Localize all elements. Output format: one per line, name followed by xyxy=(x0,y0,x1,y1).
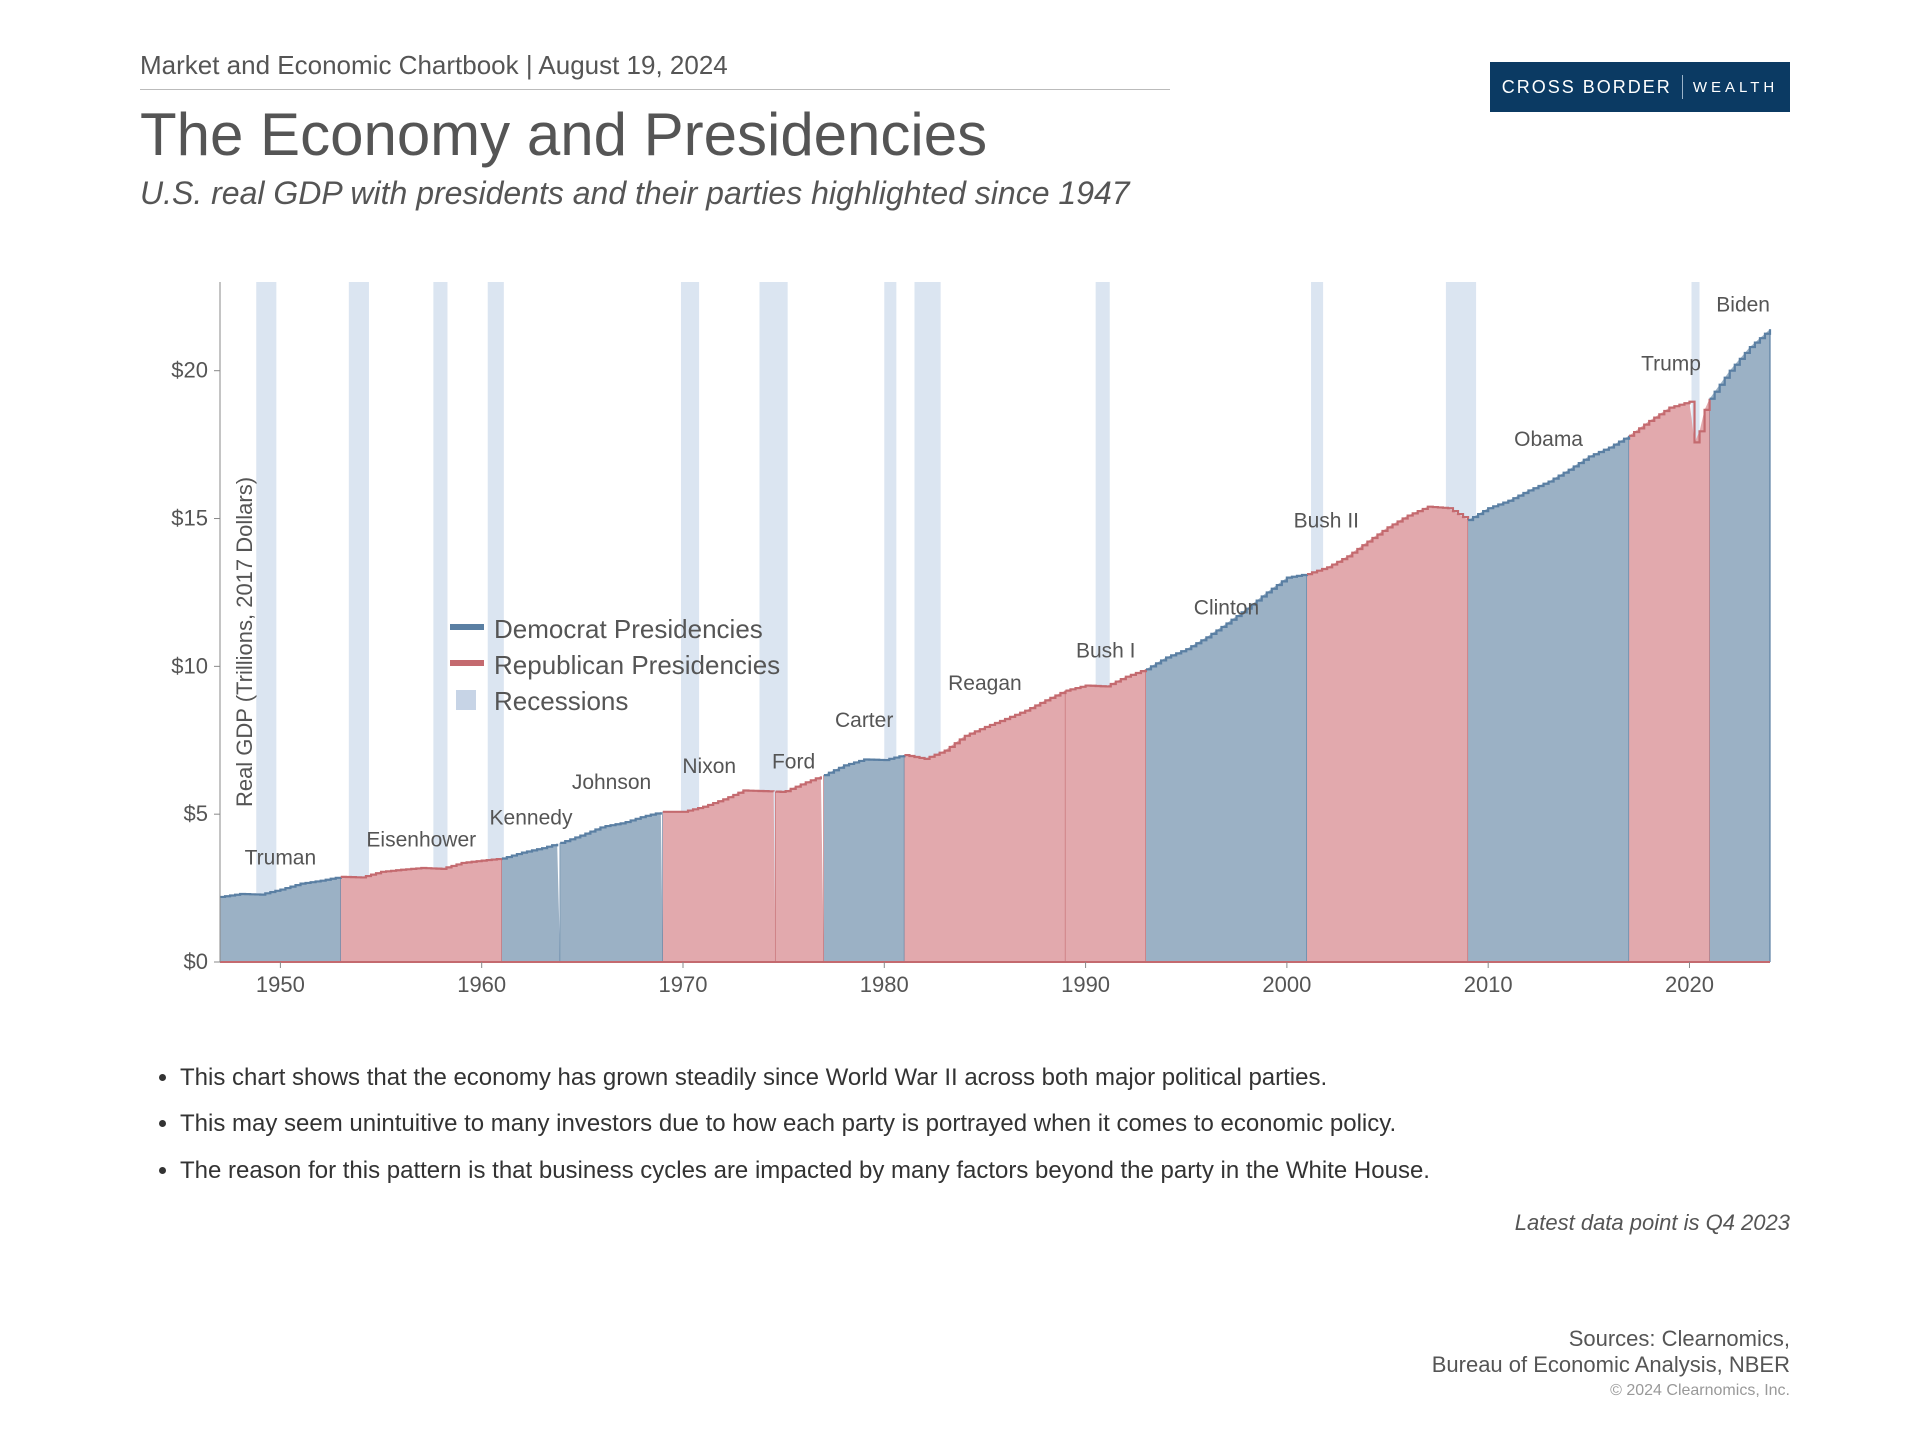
gdp-area xyxy=(824,755,905,962)
sources-text: Sources: Clearnomics,Bureau of Economic … xyxy=(1432,1326,1790,1377)
legend-label: Democrat Presidencies xyxy=(494,614,763,644)
y-tick-label: $20 xyxy=(171,358,208,383)
footer-block: Latest data point is Q4 2023 Sources: Cl… xyxy=(1432,1210,1790,1400)
bullet-list: This chart shows that the economy has gr… xyxy=(140,1062,1430,1187)
gdp-chart: Real GDP (Trillions, 2017 Dollars) $0$5$… xyxy=(140,262,1790,1022)
gdp-area xyxy=(1468,436,1629,962)
president-label: Nixon xyxy=(682,755,736,778)
president-label: Reagan xyxy=(948,672,1022,695)
legend-swatch xyxy=(450,624,484,630)
gdp-area xyxy=(502,844,560,962)
president-label: Eisenhower xyxy=(366,829,476,852)
gdp-area xyxy=(1307,507,1468,962)
x-tick-label: 1970 xyxy=(659,972,708,997)
president-label: Biden xyxy=(1716,294,1770,317)
chart-svg: $0 $5 $10 $15 $20 1950 1960 1970 1980 1990 2000 201… xyxy=(140,262,1780,1022)
president-label: Bush II xyxy=(1294,509,1359,532)
president-label: Obama xyxy=(1514,428,1583,451)
president-label: Clinton xyxy=(1194,597,1259,620)
y-tick-label: $10 xyxy=(171,653,208,678)
president-label: Ford xyxy=(772,750,815,773)
legend-swatch xyxy=(456,690,476,710)
x-tick-label: 1990 xyxy=(1061,972,1110,997)
president-label: Truman xyxy=(245,846,317,869)
recession-band xyxy=(433,282,447,962)
page-subtitle: U.S. real GDP with presidents and their … xyxy=(140,175,1790,212)
bullet-item: This may seem unintuitive to many invest… xyxy=(180,1108,1430,1140)
president-label: Johnson xyxy=(572,771,651,794)
gdp-area xyxy=(1065,669,1146,962)
bullet-item: The reason for this pattern is that busi… xyxy=(180,1155,1430,1187)
y-tick-label: $5 xyxy=(184,801,208,826)
y-tick-label: $15 xyxy=(171,506,208,531)
president-label: Bush I xyxy=(1076,639,1136,662)
president-label: Trump xyxy=(1641,353,1701,376)
x-tick-label: 1960 xyxy=(457,972,506,997)
legend-swatch xyxy=(450,660,484,666)
legend-label: Recessions xyxy=(494,686,628,716)
recession-band xyxy=(349,282,369,962)
president-label: Kennedy xyxy=(490,807,573,830)
bullet-item: This chart shows that the economy has gr… xyxy=(180,1062,1430,1094)
copyright-text: © 2024 Clearnomics, Inc. xyxy=(1432,1382,1790,1400)
x-tick-label: 1980 xyxy=(860,972,909,997)
x-tick-label: 2000 xyxy=(1262,972,1311,997)
gdp-area xyxy=(1710,329,1770,962)
gdp-area xyxy=(776,776,824,962)
x-tick-label: 1950 xyxy=(256,972,305,997)
gdp-area xyxy=(1146,574,1307,962)
header-line: Market and Economic Chartbook | August 1… xyxy=(140,50,1170,90)
logo-text-right: WEALTH xyxy=(1693,79,1778,96)
legend-label: Republican Presidencies xyxy=(494,650,780,680)
gdp-area xyxy=(1629,399,1710,962)
y-axis-label: Real GDP (Trillions, 2017 Dollars) xyxy=(232,477,258,807)
logo-divider xyxy=(1682,75,1683,99)
x-tick-label: 2010 xyxy=(1464,972,1513,997)
gdp-area xyxy=(663,791,776,962)
brand-logo: CROSS BORDER WEALTH xyxy=(1490,62,1790,112)
logo-text-left: CROSS BORDER xyxy=(1502,77,1672,98)
president-label: Carter xyxy=(835,709,893,732)
data-note: Latest data point is Q4 2023 xyxy=(1432,1210,1790,1236)
x-tick-label: 2020 xyxy=(1665,972,1714,997)
y-tick-label: $0 xyxy=(184,949,208,974)
gdp-area xyxy=(560,812,663,962)
